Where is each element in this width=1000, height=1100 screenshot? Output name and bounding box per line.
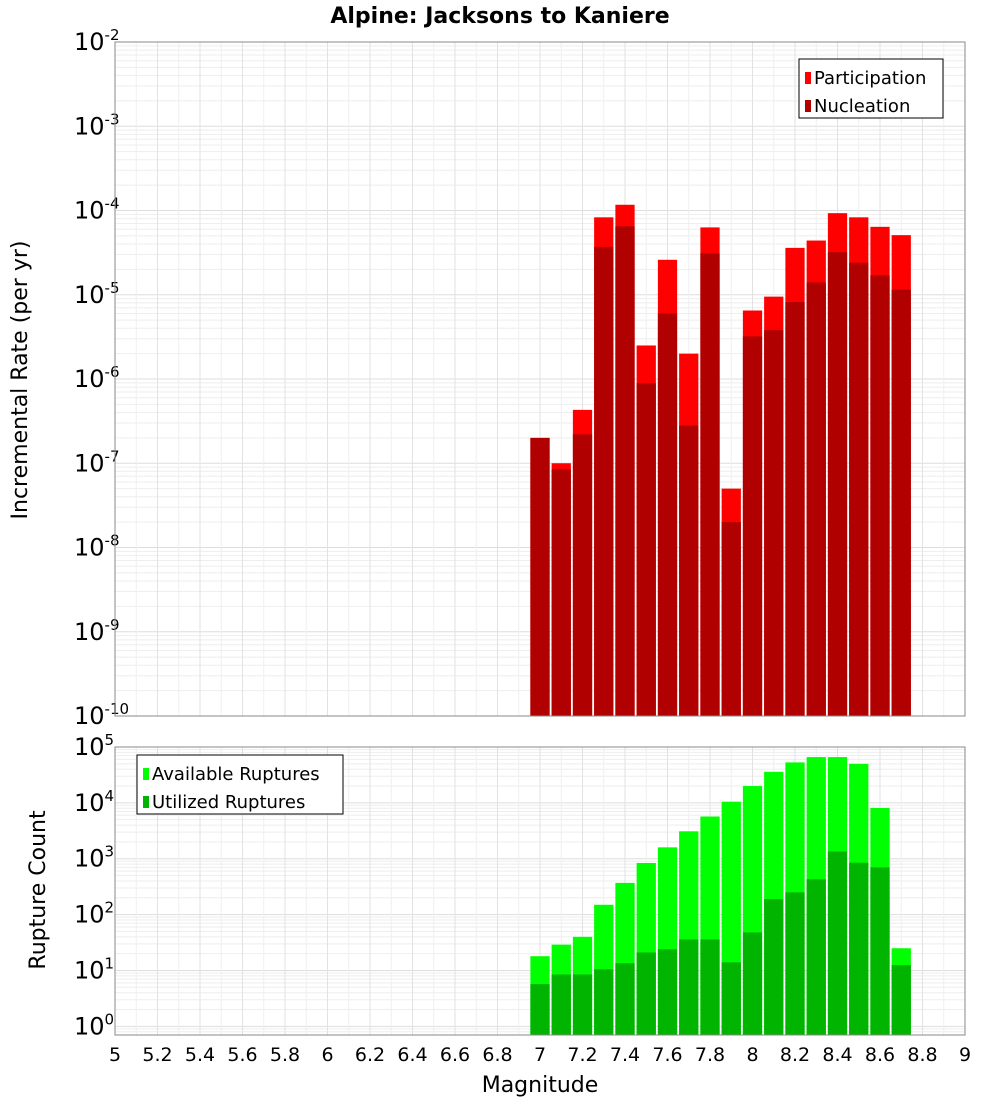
x-tick-label: 6.4 [397, 1044, 427, 1066]
bar-utilized-ruptures-8.4 [827, 851, 848, 1035]
x-tick-label: 8.8 [907, 1044, 937, 1066]
x-tick-label: 7.2 [567, 1044, 597, 1066]
x-tick-label: 5 [109, 1044, 121, 1066]
legend-swatch [143, 796, 149, 808]
x-axis-label: Magnitude [482, 1073, 599, 1098]
bar-nucleation-8.5 [849, 262, 869, 716]
bar-nucleation-7.6 [657, 313, 678, 716]
bar-nucleation-7.7 [679, 425, 699, 716]
bar-utilized-ruptures-7.5 [636, 952, 656, 1035]
x-tick-label: 6.8 [482, 1044, 512, 1066]
rupture-count-panel: 100 101 102 103 104 105 5 5.2 5.4 5.6 5.8 6 6.2 6.4 6.… [74, 731, 971, 1066]
x-tick-label: 6.2 [355, 1044, 385, 1066]
x-tick-label: 7 [534, 1044, 546, 1066]
x-tick-label: 7.6 [652, 1044, 682, 1066]
legend-box [136, 754, 344, 815]
plot-border [114, 746, 966, 1036]
bar-nucleation-8.2 [785, 302, 805, 716]
bar-utilized-ruptures-7.0 [530, 984, 550, 1035]
y-tick-label: 10-8 [74, 532, 120, 562]
bar-utilized-ruptures-8.1 [764, 899, 784, 1035]
x-tick-label: 8.2 [780, 1044, 810, 1066]
x-tick-label: 6.6 [440, 1044, 470, 1066]
bar-nucleation-8.1 [764, 330, 784, 716]
legend-swatch [143, 768, 149, 780]
participation-nucleation-panel: 10-10 10-9 10-8 10-7 10-6 10-5 10-4 10-3 10-2 Par… [74, 26, 966, 730]
bar-nucleation-7.4 [615, 226, 635, 716]
y-tick-label: 105 [74, 731, 114, 761]
bar-utilized-ruptures-7.3 [594, 969, 614, 1035]
bar-utilized-ruptures-7.4 [615, 963, 635, 1035]
bar-utilized-ruptures-7.8 [700, 939, 720, 1035]
bar-nucleation-7.9 [721, 522, 741, 716]
bar-nucleation-8.3 [806, 282, 826, 716]
x-tick-label: 7.8 [695, 1044, 725, 1066]
legend-entry: Nucleation [814, 96, 910, 117]
bar-utilized-ruptures-7.7 [679, 939, 699, 1035]
x-tick-label: 7.4 [610, 1044, 640, 1066]
y-tick-label: 10-2 [74, 26, 120, 56]
legend-entry: Available Ruptures [152, 764, 320, 785]
x-tick-label: 5.6 [227, 1044, 257, 1066]
y-tick-label: 10-9 [74, 616, 120, 646]
bar-utilized-ruptures-8.2 [785, 892, 805, 1035]
x-tick-label: 8 [746, 1044, 758, 1066]
bar-utilized-ruptures-8.5 [849, 862, 869, 1035]
bar-nucleation-7.1 [551, 469, 571, 716]
y-tick-label: 102 [74, 899, 114, 929]
y-axis-label-count: Rupture Count [26, 810, 51, 970]
y-tick-label: 101 [74, 954, 114, 984]
bar-nucleation-7.2 [572, 434, 593, 716]
y-axis-label-rate: Incremental Rate (per yr) [8, 241, 33, 520]
bar-utilized-ruptures-8.6 [870, 867, 890, 1035]
bar-nucleation-8.6 [870, 275, 890, 716]
legend-swatch [805, 100, 811, 112]
bar-nucleation-8.7 [891, 289, 911, 716]
x-tick-label: 5.8 [270, 1044, 300, 1066]
legend-entry: Utilized Ruptures [152, 792, 305, 813]
bar-nucleation-7.8 [700, 253, 720, 716]
x-tick-label: 5.2 [142, 1044, 172, 1066]
y-tick-label: 104 [74, 787, 114, 817]
bar-nucleation-8.0 [742, 336, 763, 716]
x-tick-label: 5.4 [185, 1044, 215, 1066]
y-tick-label: 10-4 [74, 195, 120, 225]
legend-swatch [805, 72, 811, 84]
bar-utilized-ruptures-8.3 [806, 879, 826, 1035]
y-tick-label: 10-5 [74, 279, 120, 309]
bar-utilized-ruptures-7.6 [657, 949, 678, 1035]
x-tick-label: 6 [321, 1044, 333, 1066]
legend-box [798, 58, 944, 119]
bar-nucleation-7.5 [636, 383, 656, 716]
bar-utilized-ruptures-7.9 [721, 962, 741, 1035]
bar-nucleation-8.4 [827, 252, 848, 717]
y-tick-label: 10-6 [74, 363, 120, 393]
bar-utilized-ruptures-7.1 [551, 974, 571, 1035]
bar-nucleation-7.0 [530, 437, 550, 716]
chart-title: Alpine: Jacksons to Kaniere [330, 4, 669, 29]
bar-utilized-ruptures-8.7 [891, 965, 911, 1035]
y-tick-label: 10-7 [74, 447, 120, 477]
x-tick-label: 9 [959, 1044, 971, 1066]
bar-nucleation-7.3 [594, 246, 614, 716]
bar-utilized-ruptures-8.0 [742, 932, 763, 1035]
y-tick-label: 10-10 [74, 700, 129, 730]
y-tick-label: 10-3 [74, 110, 120, 140]
y-tick-label: 103 [74, 843, 114, 873]
plot-border [114, 41, 966, 717]
bar-utilized-ruptures-7.2 [572, 974, 593, 1035]
y-tick-label: 100 [74, 1010, 114, 1040]
x-tick-label: 8.4 [822, 1044, 852, 1066]
legend-entry: Participation [814, 68, 926, 89]
x-tick-label: 8.6 [865, 1044, 895, 1066]
